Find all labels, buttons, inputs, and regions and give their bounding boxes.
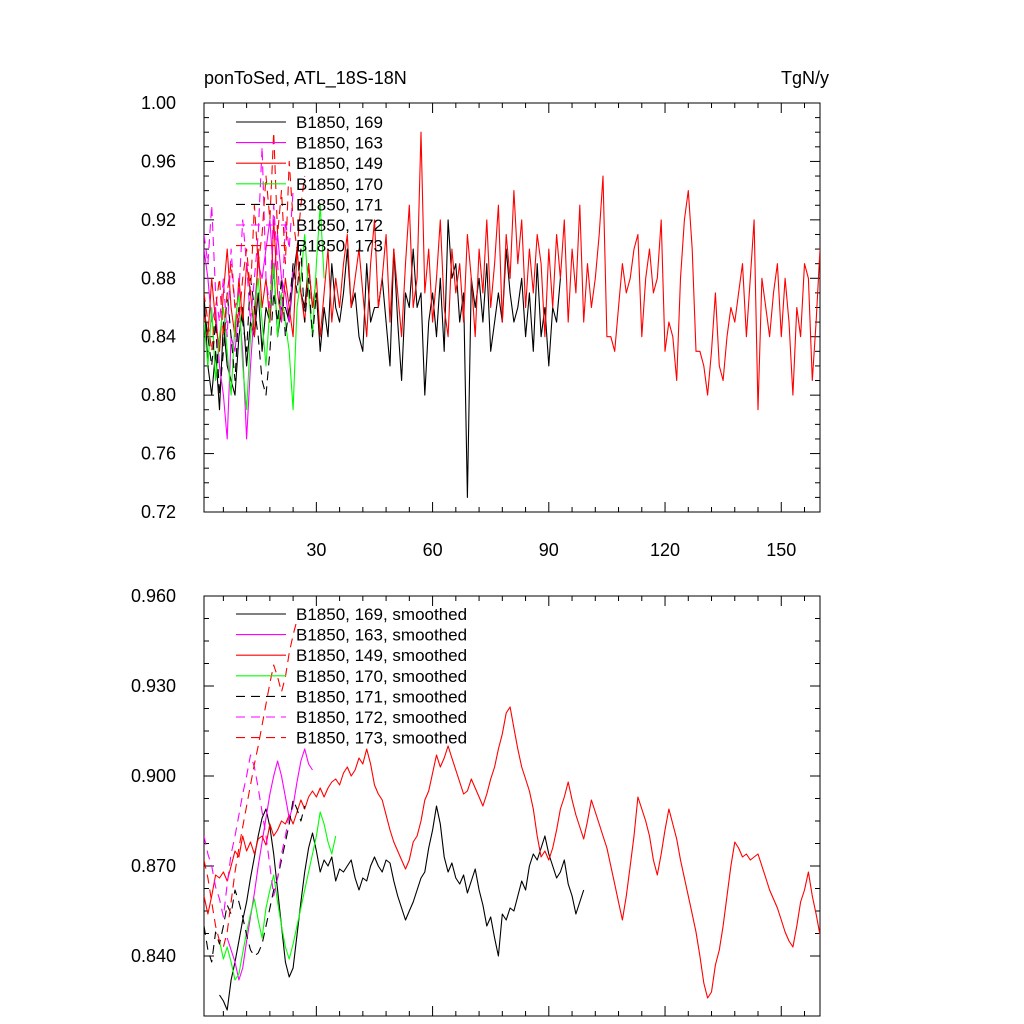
series-line-b1850-173 xyxy=(204,131,306,352)
bottom-panel: 0.840 0.870 0.900 0.930 0.960 B1850, 169, sm… xyxy=(131,586,821,1017)
y-tick-label: 0.80 xyxy=(141,385,176,405)
legend-label: B1850, 169 xyxy=(296,113,383,132)
legend-label: B1850, 173 xyxy=(296,237,383,256)
y-tick-label: 1.00 xyxy=(141,93,176,113)
series-line-b1850-163 xyxy=(204,219,294,440)
y-tick-label: 0.900 xyxy=(131,766,176,786)
legend-label: B1850, 173, smoothed xyxy=(296,729,467,748)
bottom-legend: B1850, 169, smoothed B1850, 163, smoothed… xyxy=(236,605,467,748)
legend-label: B1850, 163, smoothed xyxy=(296,626,467,645)
y-tick-label: 0.870 xyxy=(131,856,176,876)
legend-label: B1850, 170 xyxy=(296,175,383,194)
top-series-group xyxy=(204,131,820,498)
chart-title: ponToSed, ATL_18S-18N xyxy=(204,68,407,89)
x-tick-label: 30 xyxy=(306,540,326,560)
legend-label: B1850, 169, smoothed xyxy=(296,605,467,624)
legend-label: B1850, 171, smoothed xyxy=(296,687,467,706)
series-line-b1850-149-smoothed xyxy=(204,706,820,999)
legend-label: B1850, 172 xyxy=(296,216,383,235)
y-tick-label: 0.92 xyxy=(141,210,176,230)
x-tick-label: 90 xyxy=(539,540,559,560)
units-label: TgN/y xyxy=(781,68,829,88)
x-tick-label: 120 xyxy=(650,540,680,560)
y-tick-label: 0.960 xyxy=(131,586,176,606)
y-tick-label: 0.72 xyxy=(141,502,176,522)
top-panel: ponToSed, ATL_18S-18N TgN/y 0.72 0.76 0.80… xyxy=(141,68,829,560)
legend-label: B1850, 149, smoothed xyxy=(296,646,467,665)
series-line-b1850-173-smoothed xyxy=(204,619,298,948)
y-tick-label: 0.76 xyxy=(141,444,176,464)
x-tick-label: 150 xyxy=(766,540,796,560)
legend-label: B1850, 172, smoothed xyxy=(296,708,467,727)
y-tick-label: 0.84 xyxy=(141,327,176,347)
series-line-b1850-163-smoothed xyxy=(226,748,313,981)
bottom-axes: 0.840 0.870 0.900 0.930 0.960 xyxy=(131,586,821,1017)
series-line-b1850-149 xyxy=(204,131,820,411)
x-tick-label: 60 xyxy=(423,540,443,560)
series-line-b1850-171 xyxy=(204,248,317,396)
y-tick-label: 0.96 xyxy=(141,151,176,171)
legend-label: B1850, 149 xyxy=(296,154,383,173)
y-tick-label: 0.930 xyxy=(131,676,176,696)
y-tick-label: 0.88 xyxy=(141,268,176,288)
y-tick-label: 0.840 xyxy=(131,946,176,966)
series-line-b1850-170-smoothed xyxy=(218,811,337,981)
legend-label: B1850, 163 xyxy=(296,134,383,153)
bottom-series-group xyxy=(204,619,820,1011)
series-line-b1850-172-smoothed xyxy=(204,754,290,918)
legend-label: B1850, 170, smoothed xyxy=(296,667,467,686)
plot-frame xyxy=(203,595,821,1017)
legend-label: B1850, 171 xyxy=(296,195,383,214)
series-line-b1850-169-smoothed xyxy=(219,805,585,1011)
series-line-b1850-170 xyxy=(204,204,325,411)
top-axes: 0.72 0.76 0.80 0.84 0.88 0.92 0.96 1.00 30 60 90 12… xyxy=(141,93,821,560)
series-line-b1850-172 xyxy=(204,146,294,338)
